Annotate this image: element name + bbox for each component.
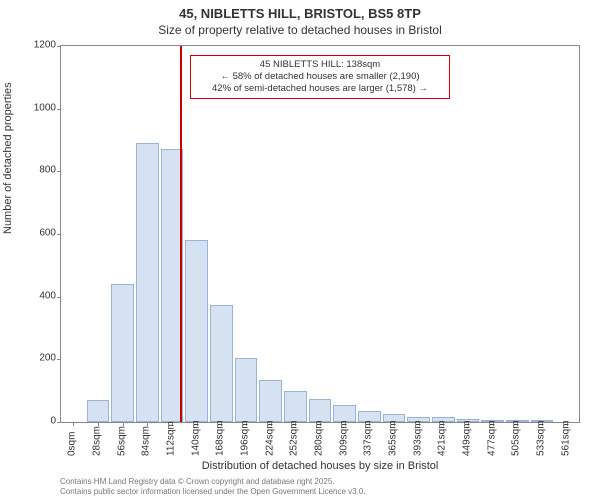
- histogram-bar: [136, 143, 159, 422]
- credits: Contains HM Land Registry data © Crown c…: [60, 477, 366, 496]
- xtick-label: 140sqm: [190, 420, 201, 456]
- histogram-bar: [284, 391, 307, 422]
- xtick-label: 309sqm: [338, 420, 349, 456]
- xtick-label: 84sqm: [141, 426, 152, 456]
- ytick-label: 1200: [16, 40, 56, 51]
- xtick-label: 168sqm: [215, 420, 226, 456]
- xtick-label: 224sqm: [264, 420, 275, 456]
- xtick-label: 533sqm: [536, 420, 547, 456]
- annotation-line: 45 NIBLETTS HILL: 138sqm: [197, 59, 443, 71]
- xtick-label: 561sqm: [560, 420, 571, 456]
- xtick-label: 449sqm: [462, 420, 473, 456]
- ytick-mark: [57, 46, 61, 47]
- ytick-mark: [57, 109, 61, 110]
- ytick-mark: [57, 234, 61, 235]
- histogram-bar: [185, 240, 208, 422]
- ytick-label: 800: [16, 165, 56, 176]
- histogram-bar: [87, 400, 110, 422]
- credit-line1: Contains HM Land Registry data © Crown c…: [60, 477, 366, 487]
- ytick-mark: [57, 297, 61, 298]
- x-axis-label: Distribution of detached houses by size …: [60, 460, 580, 472]
- xtick-label: 505sqm: [511, 420, 522, 456]
- chart-title-line2: Size of property relative to detached ho…: [0, 23, 600, 37]
- xtick-label: 421sqm: [437, 420, 448, 456]
- ytick-label: 200: [16, 353, 56, 364]
- histogram-bar: [111, 284, 134, 422]
- xtick-label: 0sqm: [67, 432, 78, 456]
- ytick-mark: [57, 171, 61, 172]
- ytick-label: 600: [16, 228, 56, 239]
- xtick-label: 337sqm: [363, 420, 374, 456]
- histogram-bar: [210, 305, 233, 423]
- xtick-label: 477sqm: [486, 420, 497, 456]
- ytick-label: 1000: [16, 102, 56, 113]
- xtick-label: 112sqm: [166, 421, 177, 456]
- xtick-mark: [73, 422, 74, 426]
- credit-line2: Contains public sector information licen…: [60, 487, 366, 497]
- xtick-label: 28sqm: [92, 426, 103, 456]
- xtick-label: 252sqm: [289, 420, 300, 456]
- ytick-mark: [57, 359, 61, 360]
- annotation-line: 42% of semi-detached houses are larger (…: [197, 83, 443, 95]
- ytick-label: 0: [16, 416, 56, 427]
- annotation-box: 45 NIBLETTS HILL: 138sqm← 58% of detache…: [190, 55, 450, 99]
- xtick-label: 280sqm: [314, 420, 325, 456]
- chart-title-line1: 45, NIBLETTS HILL, BRISTOL, BS5 8TP: [0, 6, 600, 21]
- plot-area: 45 NIBLETTS HILL: 138sqm← 58% of detache…: [60, 45, 580, 423]
- y-axis-label: Number of detached properties: [2, 82, 14, 234]
- xtick-label: 56sqm: [116, 426, 127, 456]
- annotation-line: ← 58% of detached houses are smaller (2,…: [197, 71, 443, 83]
- reference-line: [180, 46, 182, 422]
- histogram-bar: [235, 358, 258, 422]
- ytick-label: 400: [16, 290, 56, 301]
- histogram-bar: [309, 399, 332, 423]
- xtick-label: 393sqm: [412, 420, 423, 456]
- ytick-mark: [57, 422, 61, 423]
- histogram-bar: [333, 405, 356, 422]
- xtick-label: 365sqm: [388, 420, 399, 456]
- histogram-bar: [259, 380, 282, 422]
- xtick-label: 196sqm: [240, 420, 251, 456]
